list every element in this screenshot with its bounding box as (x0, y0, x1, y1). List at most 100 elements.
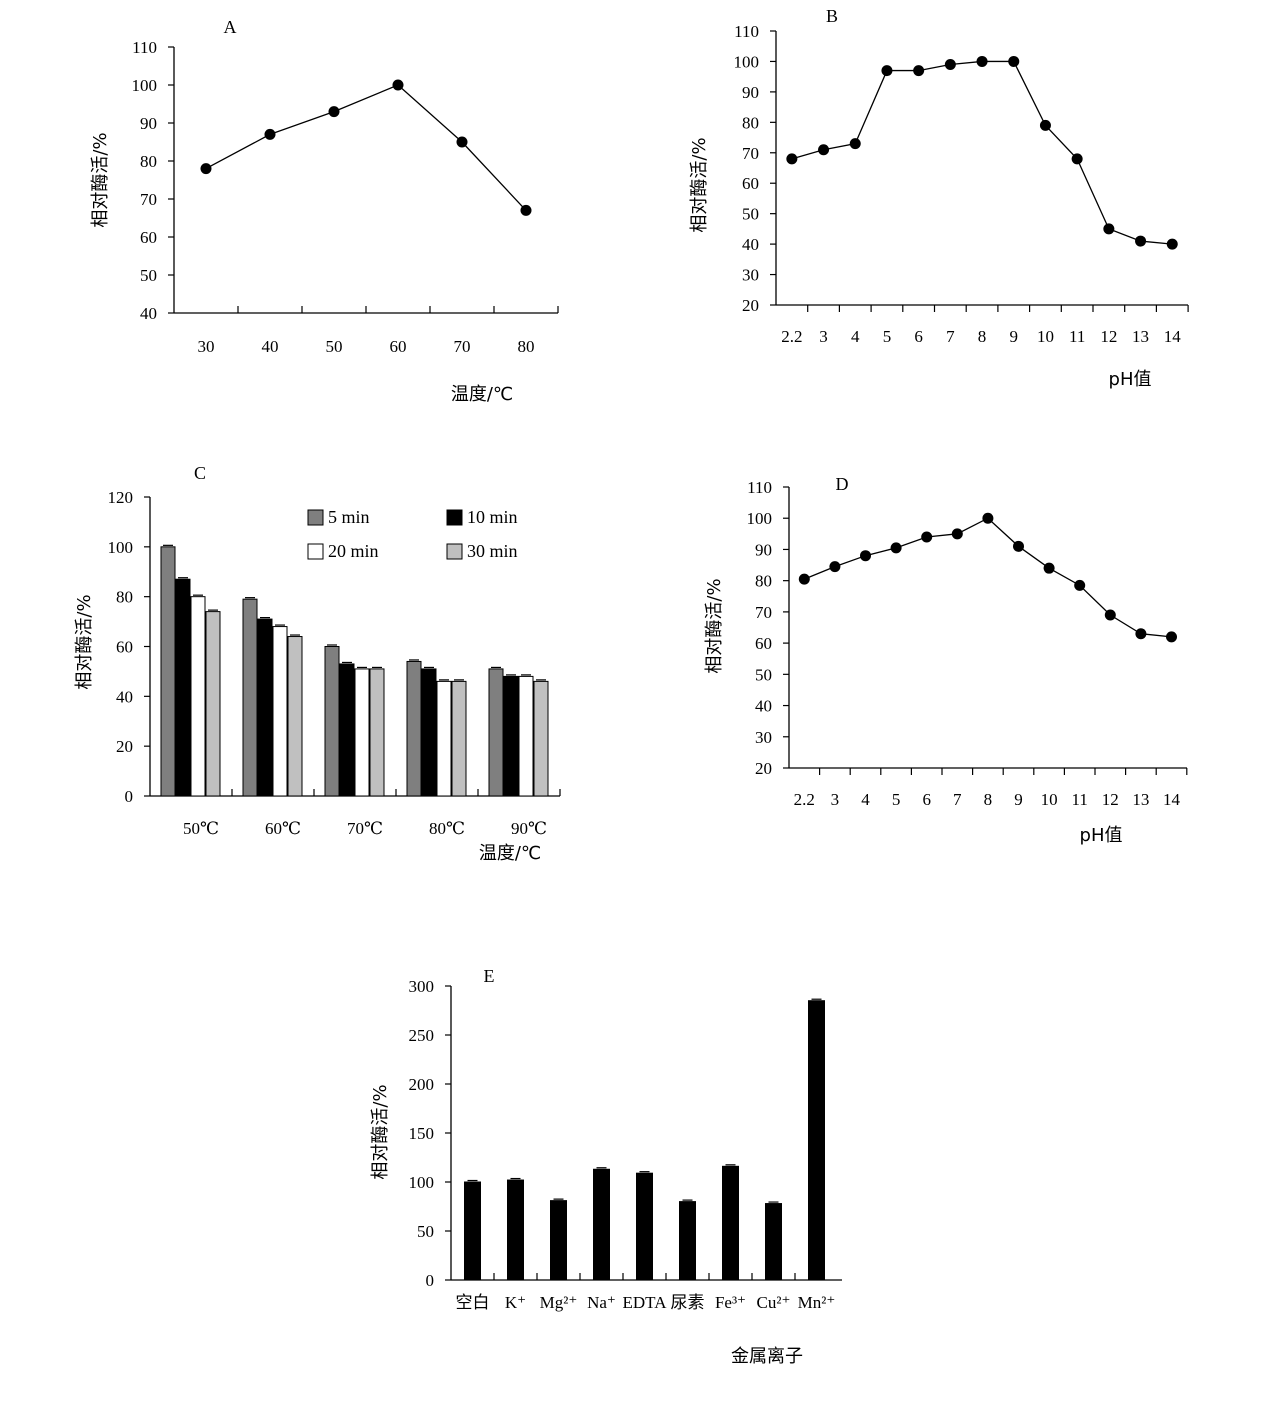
chart-e-x-tick-label: Cu²⁺ (757, 1293, 791, 1312)
chart-C-y-tick-label: 120 (108, 488, 134, 507)
chart-e-x-tick-label: 空白 (456, 1293, 490, 1312)
chart-C-y-tick-label: 20 (116, 737, 133, 756)
chart-D-x-tick-label: 10 (1041, 790, 1058, 809)
chart-A-x-tick-label: 70 (454, 337, 471, 356)
chart-c-legend-swatch (446, 543, 463, 560)
chart-e-bar (722, 1165, 739, 1281)
chart-D-y-tick-label: 100 (747, 509, 773, 528)
chart-A-point (264, 128, 276, 140)
chart-D-y-tick-label: 60 (755, 634, 772, 653)
chart-e-bar (636, 1172, 653, 1281)
chart-A-y-tick-label: 80 (140, 152, 157, 171)
chart-B-y-tick-label: 20 (742, 296, 759, 315)
chart-D-point (829, 561, 841, 573)
chart-B-point (944, 58, 956, 70)
chart-D-x-tick-label: 3 (831, 790, 840, 809)
chart-c-legend-label: 5 min (328, 507, 370, 527)
chart-c-legend-swatch (307, 509, 324, 526)
chart-D-point (1166, 631, 1177, 643)
chart-B-x-tick-label: 5 (883, 327, 892, 346)
chart-e-x-tick-label: K⁺ (505, 1293, 526, 1312)
chart-B-point (1135, 235, 1147, 247)
chart-A-x-tick-label: 60 (390, 337, 407, 356)
chart-A-y-tick-label: 40 (140, 304, 157, 323)
chart-c-bar (503, 675, 519, 797)
chart-C-y-tick-label: 0 (125, 787, 134, 806)
chart-D-point (921, 531, 933, 543)
chart-B-y-tick-label: 110 (734, 22, 759, 41)
chart-e: E 0 50 100 150 200 250 300 空白 K⁺ Mg²⁺ Na⁺ EDTA 尿素 Fe³… (370, 966, 842, 1367)
chart-C-y-tick-label: 80 (116, 588, 133, 607)
chart-D-y-tick-label: 70 (755, 603, 772, 622)
chart-A-y-tick-label: 60 (140, 228, 157, 247)
chart-A-y-tick-label: 110 (132, 38, 157, 57)
chart-e-x-tick-label: Na⁺ (587, 1293, 616, 1312)
chart-c-bar (518, 675, 534, 797)
chart-c-legend: 5 min 10 min 20 min 30 min (307, 507, 518, 561)
chart-e-bar (550, 1200, 567, 1281)
chart-C-y-tick-label: 100 (108, 538, 134, 557)
chart-E-y-tick-label: 300 (409, 977, 435, 996)
chart-D-point (982, 512, 994, 524)
chart-E-y-tick-label: 200 (409, 1075, 435, 1094)
chart-B-point (849, 138, 861, 150)
chart-c-x-tick-label: 50℃ (183, 819, 219, 838)
chart-c-bar (272, 626, 288, 797)
chart-c-bar (257, 618, 273, 797)
chart-A-point (392, 79, 404, 91)
chart-A-x-tick-label: 80 (518, 337, 535, 356)
chart-d-xlabel: pH值 (1080, 825, 1123, 846)
chart-E-y-tick-label: 150 (409, 1124, 435, 1143)
chart-D-point (951, 528, 963, 540)
chart-B-y-tick-label: 50 (742, 205, 759, 224)
chart-c-legend-label: 10 min (467, 507, 518, 527)
chart-B-y-tick-label: 100 (734, 52, 760, 71)
chart-B-x-tick-label: 7 (946, 327, 955, 346)
chart-c-bar (488, 668, 504, 797)
chart-B-point (1071, 153, 1083, 165)
chart-c-x-tick-label: 90℃ (511, 819, 547, 838)
chart-D-point (1104, 609, 1116, 621)
chart-A-y-tick-label: 100 (132, 76, 158, 95)
chart-e-bar (765, 1203, 782, 1281)
chart-e-ylabel: 相对酶活/% (370, 1084, 391, 1179)
chart-B-y-tick-label: 60 (742, 174, 759, 193)
chart-D-x-tick-label: 4 (861, 790, 870, 809)
chart-c-title: C (194, 463, 206, 483)
chart-B-y-tick-label: 30 (742, 266, 759, 285)
chart-D-x-tick-label: 8 (984, 790, 993, 809)
chart-d: D 20 30 40 50 60 70 80 90 100 110 2.2 3 4 5 6 7 8 9 10 11 12… (704, 474, 1188, 846)
chart-A-x-tick-label: 40 (262, 337, 279, 356)
chart-D-x-tick-label: 12 (1102, 790, 1119, 809)
chart-e-x-tick-label: EDTA (623, 1293, 668, 1312)
chart-e-bar (808, 1000, 825, 1281)
chart-c-bar (190, 596, 206, 797)
chart-c-legend-swatch (307, 543, 324, 560)
chart-A-y-tick-label: 90 (140, 114, 157, 133)
chart-c-bar (436, 680, 452, 797)
chart-B-x-tick-label: 2.2 (781, 327, 802, 346)
chart-D-y-tick-label: 110 (747, 478, 772, 497)
chart-B-point (1166, 238, 1178, 250)
chart-D-x-tick-label: 11 (1072, 790, 1088, 809)
chart-c-legend-label: 20 min (328, 541, 379, 561)
chart-D-x-tick-label: 13 (1132, 790, 1149, 809)
chart-D-x-tick-label: 7 (953, 790, 962, 809)
chart-B-x-tick-label: 11 (1069, 327, 1085, 346)
chart-c: C 0 20 40 60 80 100 120 50℃ 60℃ 70℃ 80℃ 90℃ 5 min 10… (74, 463, 561, 864)
chart-D-series-line (804, 517, 1172, 638)
chart-E-y-tick-label: 100 (409, 1173, 435, 1192)
chart-e-bar (679, 1201, 696, 1281)
chart-b-title: B (826, 6, 838, 26)
chart-c-bar (287, 636, 303, 797)
chart-D-y-tick-label: 30 (755, 728, 772, 747)
chart-c-legend-swatch (446, 509, 463, 526)
chart-D-point (1074, 579, 1086, 591)
chart-a-ylabel: 相对酶活/% (90, 132, 111, 227)
chart-c-bar (324, 646, 340, 797)
chart-e-xlabel: 金属离子 (731, 1346, 803, 1367)
chart-D-y-tick-label: 90 (755, 540, 772, 559)
chart-e-x-tick-label: Mn²⁺ (798, 1293, 836, 1312)
chart-c-x-tick-label: 70℃ (347, 819, 383, 838)
chart-A-point (200, 163, 212, 175)
